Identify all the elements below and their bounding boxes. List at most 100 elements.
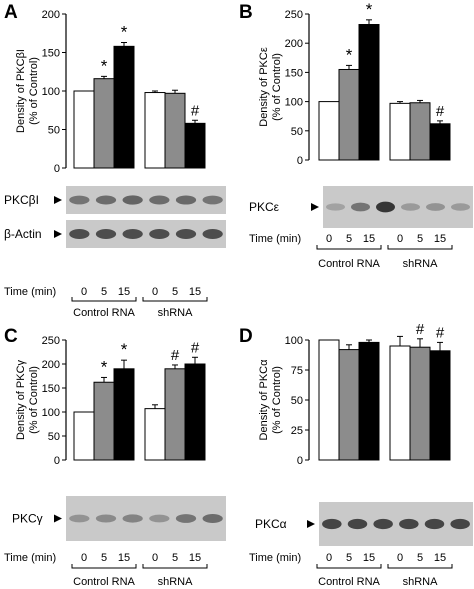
y-axis-label-line2: (% of Control) bbox=[271, 366, 283, 434]
blot-band bbox=[122, 195, 143, 205]
time-point: 0 bbox=[81, 286, 87, 298]
bar bbox=[389, 345, 411, 461]
blot-strip bbox=[319, 502, 473, 546]
time-point: 5 bbox=[101, 286, 107, 298]
bar bbox=[409, 102, 431, 161]
y-tick-label: 150 bbox=[285, 67, 303, 79]
time-label: Time (min) bbox=[249, 233, 301, 245]
blot-band bbox=[399, 518, 419, 530]
y-axis-label-line2: (% of Control) bbox=[28, 366, 40, 434]
group-label: shRNA bbox=[158, 576, 194, 588]
y-axis-label: Density of PKCγ(% of Control) bbox=[15, 359, 40, 440]
blot-band bbox=[95, 229, 117, 239]
y-tick-label: 100 bbox=[42, 86, 60, 98]
blot-strip bbox=[323, 186, 473, 228]
blot-band bbox=[149, 229, 170, 239]
bar bbox=[144, 408, 166, 461]
time-label: Time (min) bbox=[4, 552, 56, 564]
bar bbox=[184, 122, 206, 169]
bar bbox=[338, 349, 360, 461]
blot-band bbox=[175, 229, 197, 239]
blot-label: β-Actin bbox=[4, 227, 42, 241]
blot-band bbox=[450, 518, 470, 530]
arrow-icon bbox=[307, 520, 315, 528]
group-label: Control RNA bbox=[73, 307, 135, 319]
bar bbox=[113, 368, 135, 461]
group-bracket bbox=[142, 564, 208, 569]
group-label: shRNA bbox=[158, 307, 194, 319]
blot-band bbox=[122, 514, 143, 523]
blot-band bbox=[426, 203, 445, 211]
time-point: 0 bbox=[397, 233, 403, 245]
y-axis-label: Density of PKCβI(% of Control) bbox=[15, 49, 40, 133]
y-axis-label-line1: Density of PKCα bbox=[258, 359, 270, 441]
bar bbox=[164, 368, 186, 461]
y-tick-label: 50 bbox=[48, 125, 60, 137]
panel-letter: D bbox=[239, 326, 253, 347]
group-label: Control RNA bbox=[318, 258, 380, 270]
y-tick-label: 50 bbox=[48, 431, 60, 443]
panel-letter: C bbox=[4, 326, 18, 347]
blot-band bbox=[351, 202, 370, 212]
significance-hash: # bbox=[191, 339, 200, 356]
significance-star: * bbox=[346, 45, 353, 64]
group-label: shRNA bbox=[403, 576, 439, 588]
blot-band bbox=[95, 514, 117, 523]
blot-band bbox=[149, 195, 170, 205]
y-axis-label-line1: Density of PKCγ bbox=[15, 359, 27, 440]
blot-label: PKCε bbox=[249, 200, 280, 214]
y-tick-label: 200 bbox=[285, 38, 303, 50]
blot-band bbox=[202, 195, 223, 205]
blot-band bbox=[149, 514, 170, 523]
blot-band bbox=[424, 518, 445, 530]
y-axis-label: Density of PKCε(% of Control) bbox=[258, 47, 283, 127]
bar bbox=[429, 123, 451, 161]
y-tick-label: 200 bbox=[42, 359, 60, 371]
blot-band bbox=[69, 229, 90, 239]
blot-strip bbox=[66, 496, 226, 541]
y-tick-label: 150 bbox=[42, 48, 60, 60]
significance-star: * bbox=[121, 340, 128, 359]
significance-hash: # bbox=[436, 324, 445, 341]
bar bbox=[144, 92, 166, 169]
bar bbox=[164, 92, 186, 169]
bar bbox=[73, 90, 95, 169]
bar bbox=[73, 411, 95, 461]
significance-hash: # bbox=[416, 321, 425, 338]
time-point: 15 bbox=[118, 286, 130, 298]
time-point: 15 bbox=[189, 552, 201, 564]
blot-band bbox=[69, 514, 90, 523]
y-axis-label-line1: Density of PKCε bbox=[258, 47, 270, 127]
bar bbox=[93, 78, 115, 169]
blot-band bbox=[401, 203, 420, 211]
time-point: 5 bbox=[172, 286, 178, 298]
bar bbox=[184, 363, 206, 461]
y-axis-label-line1: Density of PKCβI bbox=[15, 49, 27, 133]
significance-hash: # bbox=[436, 103, 445, 120]
bar bbox=[318, 101, 340, 161]
blot-band bbox=[202, 229, 223, 239]
time-point: 5 bbox=[346, 233, 352, 245]
arrow-icon bbox=[54, 514, 62, 523]
panel-letter: A bbox=[4, 2, 18, 23]
y-axis-label: Density of PKCα(% of Control) bbox=[258, 359, 283, 441]
arrow-icon bbox=[54, 196, 62, 204]
group-bracket bbox=[387, 245, 453, 250]
y-tick-label: 0 bbox=[297, 455, 303, 467]
significance-star: * bbox=[101, 56, 108, 75]
significance-star: * bbox=[101, 357, 108, 376]
significance-star: * bbox=[366, 0, 373, 19]
time-point: 0 bbox=[397, 552, 403, 564]
time-point: 0 bbox=[152, 552, 158, 564]
time-point: 15 bbox=[189, 286, 201, 298]
arrow-icon bbox=[54, 230, 62, 238]
y-tick-label: 250 bbox=[42, 335, 60, 347]
y-tick-label: 0 bbox=[54, 163, 60, 175]
y-tick-label: 0 bbox=[297, 155, 303, 167]
group-bracket bbox=[142, 297, 208, 302]
y-tick-label: 200 bbox=[42, 9, 60, 21]
time-point: 15 bbox=[434, 233, 446, 245]
blot-band bbox=[95, 195, 117, 205]
